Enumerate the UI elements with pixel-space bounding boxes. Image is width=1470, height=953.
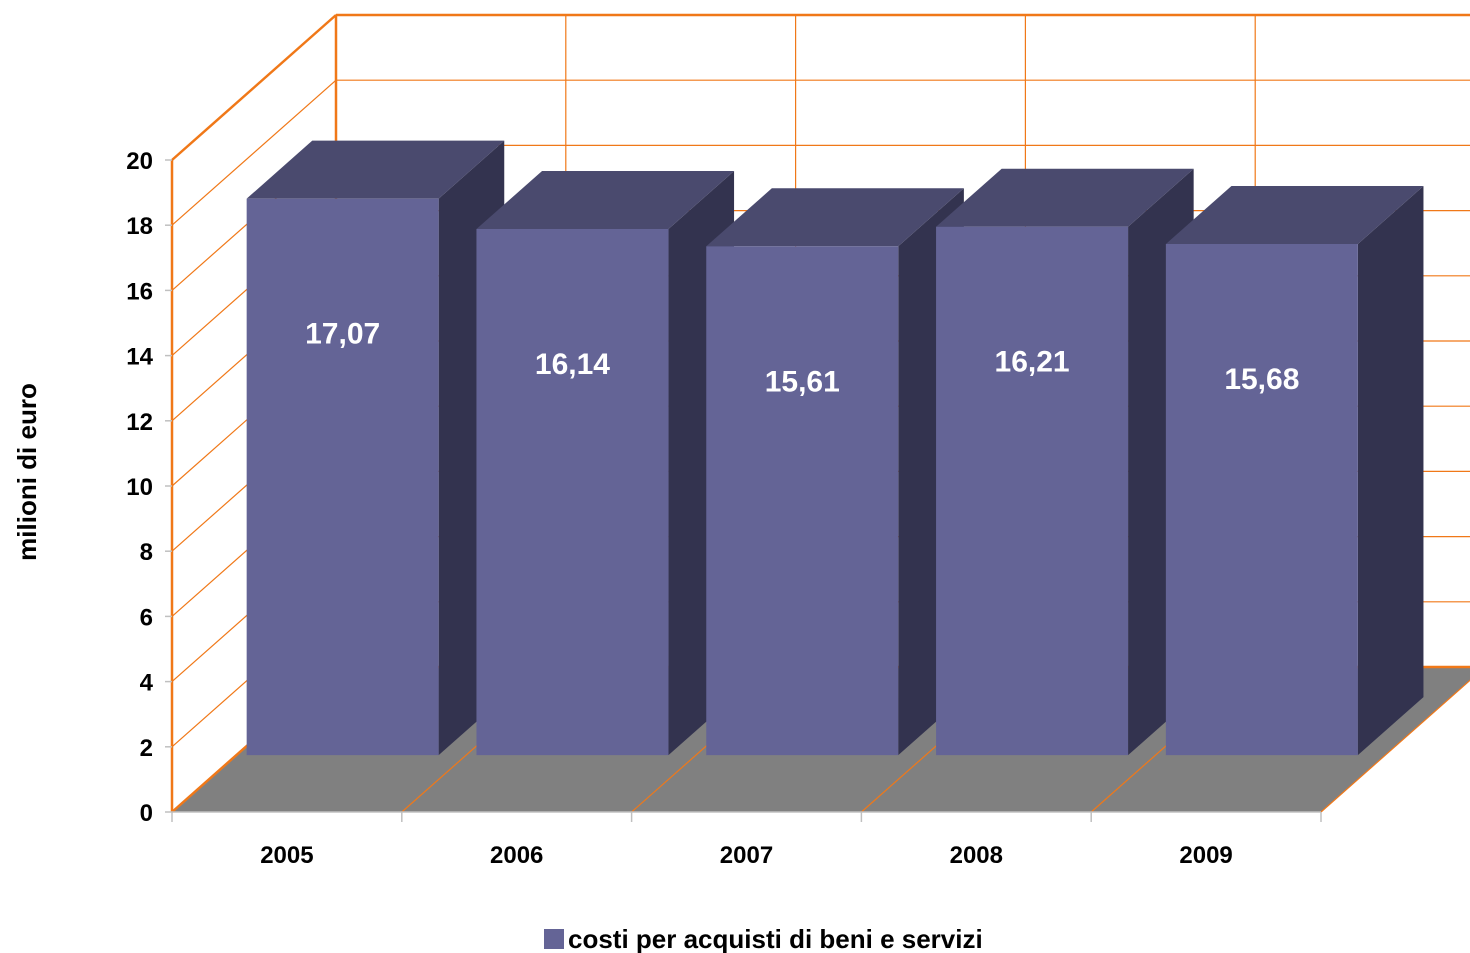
bar-top: [1165, 185, 1424, 244]
y-tick-label: 14: [126, 344, 153, 371]
y-tick-label: 0: [140, 800, 153, 827]
bar-top: [476, 170, 735, 229]
y-axis-label: milioni di euro: [12, 383, 42, 561]
bar-value-label: 15,68: [1224, 363, 1299, 396]
y-tick-label: 16: [126, 278, 153, 305]
bar-front: [476, 228, 669, 756]
bar-top: [706, 188, 964, 247]
bar-value-label: 15,61: [765, 365, 840, 398]
bar-front: [706, 246, 899, 756]
x-tick-label: 2007: [720, 842, 773, 869]
bar-front: [246, 198, 439, 756]
top-edge-line: [171, 14, 337, 161]
bar: 15,61: [706, 188, 964, 756]
bar: 15,68: [1165, 185, 1424, 756]
x-tick-label: 2008: [950, 842, 1003, 869]
bars: 17,07 16,14 15,61 16,21 15,68: [246, 140, 1424, 756]
y-tick-label: 6: [140, 604, 153, 631]
bar-top: [936, 168, 1194, 227]
bar-top: [246, 140, 505, 199]
y-tick-label: 8: [140, 539, 153, 566]
side-gridline: [171, 79, 337, 226]
bar-side: [1357, 185, 1424, 756]
bar: 17,07: [246, 140, 505, 756]
legend-label: costi per acquisti di beni e servizi: [568, 924, 983, 953]
x-tick-label: 2006: [490, 842, 543, 869]
bar: 16,21: [936, 168, 1194, 756]
bar-value-label: 17,07: [305, 318, 380, 351]
bar-value-label: 16,21: [995, 346, 1070, 379]
y-tick-label: 2: [140, 735, 153, 762]
y-tick-label: 12: [126, 409, 153, 436]
legend-swatch: [544, 929, 564, 949]
y-tick-label: 4: [140, 670, 154, 697]
legend: costi per acquisti di beni e servizi: [544, 924, 983, 953]
bar-value-label: 16,14: [535, 348, 610, 381]
x-tick-label: 2009: [1179, 842, 1232, 869]
bar-front: [936, 226, 1129, 756]
y-tick-labels: 0 2 4 6 8 10 12 14 16 18 20: [126, 148, 153, 827]
y-tick-label: 20: [126, 148, 153, 175]
y-tick-label: 10: [126, 474, 153, 501]
x-tick-labels: 2005 2006 2007 2008 2009: [260, 842, 1233, 869]
x-tick-label: 2005: [260, 842, 313, 869]
floor-gridline: [1320, 679, 1470, 813]
bar-front: [1165, 243, 1358, 756]
bar: 16,14: [476, 170, 735, 756]
y-tick-label: 18: [126, 213, 153, 240]
